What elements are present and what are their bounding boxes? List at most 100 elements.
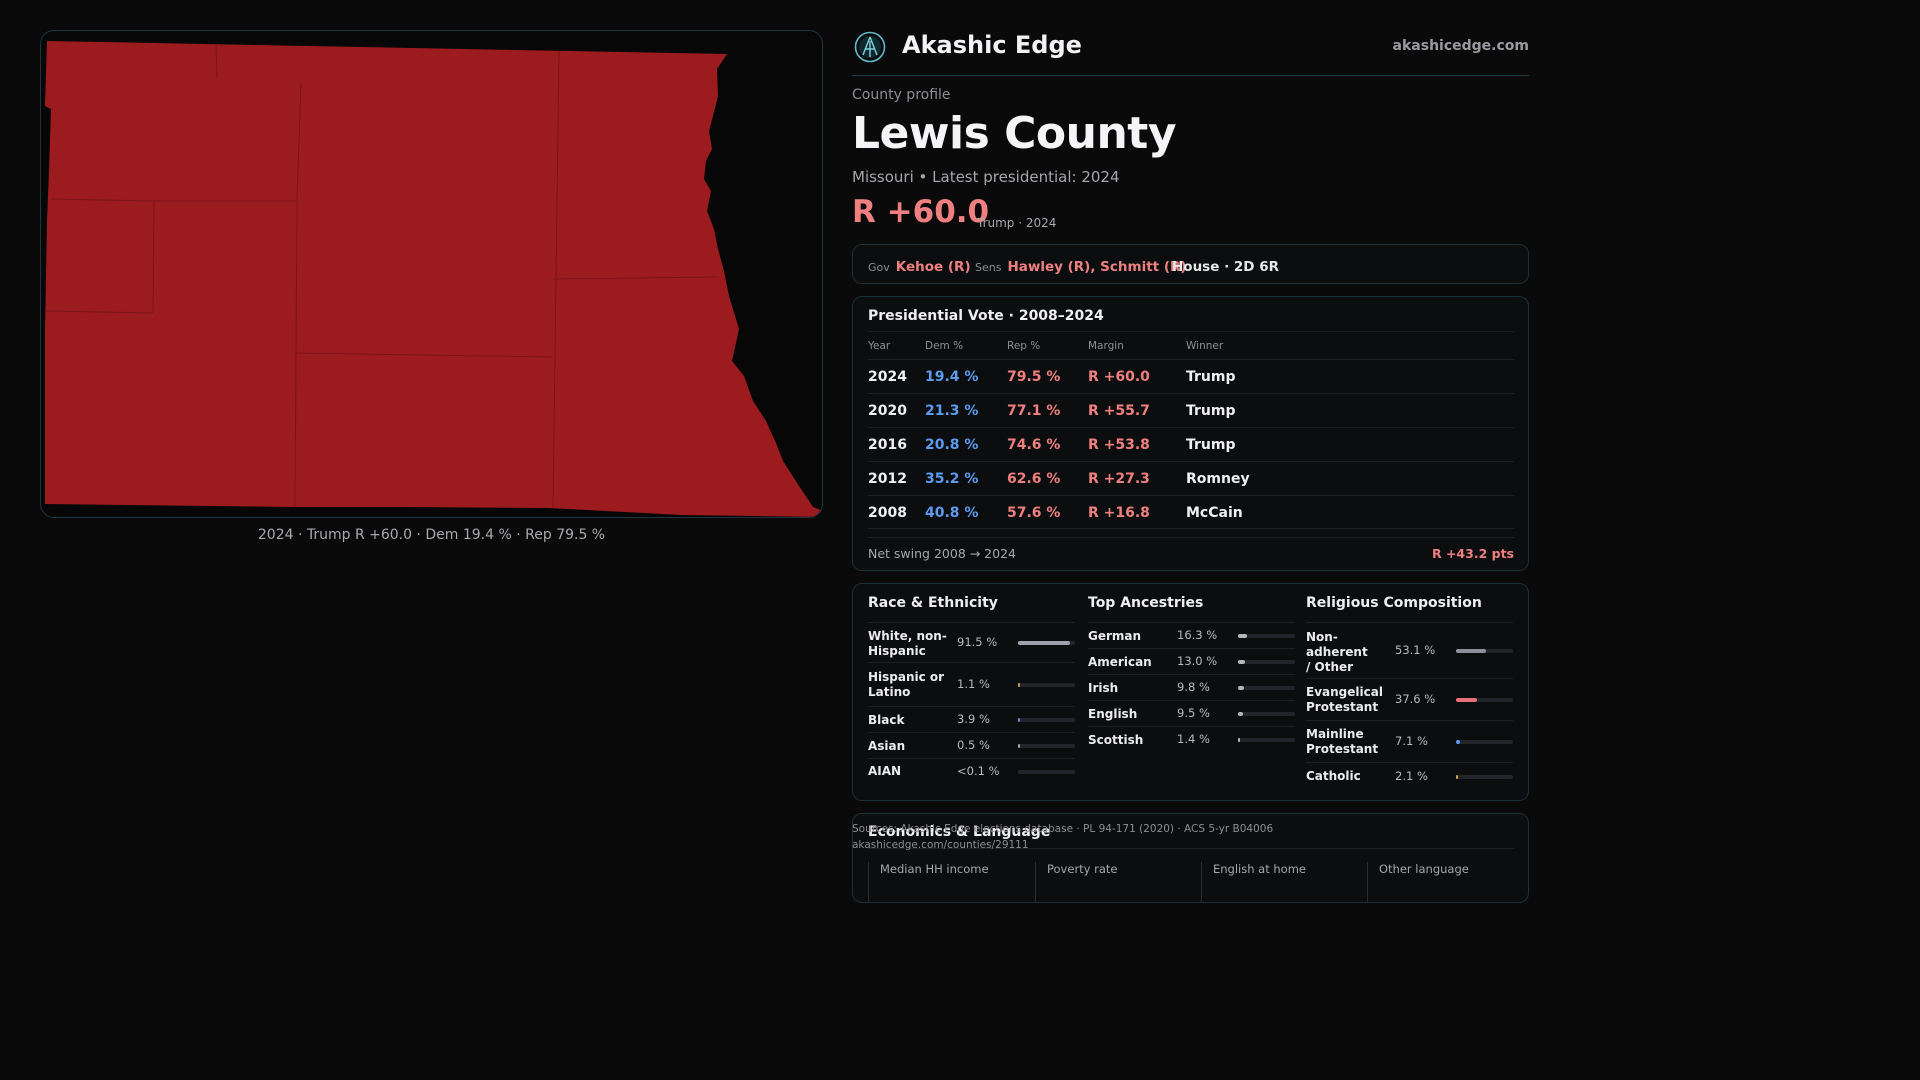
race-bar-track <box>1018 770 1075 774</box>
race-bar-fill <box>1018 641 1071 645</box>
row-dem: 20.8 % <box>925 437 979 453</box>
officials-bar: Gov Kehoe (R) Sens Hawley (R), Schmitt (R)… <box>852 244 1529 284</box>
row-dem: 35.2 % <box>925 471 979 487</box>
ancestry-bar-fill <box>1238 660 1246 664</box>
county-map <box>44 41 823 517</box>
race-bar-track <box>1018 641 1075 645</box>
ancestry-bar-track <box>1238 712 1295 716</box>
religion-bar-fill <box>1456 740 1461 744</box>
race-bar-track <box>1018 744 1075 748</box>
ancestry-row-value: 13.0 % <box>1177 654 1218 668</box>
ancestry-row-label: Irish <box>1088 681 1119 695</box>
table-row: 2016 20.8 % 74.6 % R +53.8 Trump <box>868 427 1514 461</box>
race-bar-track <box>1018 718 1075 722</box>
ancestry-bar-fill <box>1238 738 1240 742</box>
net-swing-value: R +43.2 pts <box>1431 546 1514 561</box>
ancestry-bar-track <box>1238 660 1295 664</box>
econ-other-language: Other language <box>1367 862 1469 902</box>
religion-row: Mainline Protestant 7.1 % <box>1306 720 1513 762</box>
religion-row-value: 7.1 % <box>1395 734 1428 748</box>
religion-row: Evangelical Protestant 37.6 % <box>1306 678 1513 720</box>
map-caption: 2024 · Trump R +60.0 · Dem 19.4 % · Rep … <box>257 527 606 543</box>
brand-url-link[interactable]: akashicedge.com <box>1392 38 1529 54</box>
sources-text: Sources: Akashic Edge elections database… <box>852 823 1274 835</box>
economics-card: Economics & Language Median HH income Po… <box>852 813 1529 903</box>
table-row: 2008 40.8 % 57.6 % R +16.8 McCain <box>868 495 1514 529</box>
ancestry-row-label: English <box>1088 707 1138 721</box>
sens-label: Sens <box>975 261 1002 274</box>
row-rep: 57.6 % <box>1007 505 1061 521</box>
religion-bar-fill <box>1456 775 1458 779</box>
ancestry-row-label: Scottish <box>1088 733 1144 747</box>
header-year: Year <box>868 340 891 352</box>
ancestry-bar-track <box>1238 686 1295 690</box>
table-row: 2024 19.4 % 79.5 % R +60.0 Trump <box>868 359 1514 393</box>
net-swing: Net swing 2008 → 2024 R +43.2 pts <box>868 537 1514 571</box>
race-row: Hispanic or Latino 1.1 % <box>868 662 1075 706</box>
ancestry-row: Scottish 1.4 % <box>1088 726 1295 752</box>
header-dem: Dem % <box>925 340 964 352</box>
ancestry-row-label: German <box>1088 629 1142 643</box>
ancestry-row-value: 1.4 % <box>1177 732 1210 746</box>
race-row: Asian 0.5 % <box>868 732 1075 758</box>
headline-winner: Trump · 2024 <box>977 216 1057 230</box>
row-winner: Romney <box>1186 471 1250 487</box>
profile-eyebrow: County profile <box>852 87 951 103</box>
house-delegation: House · 2D 6R <box>1172 256 1279 275</box>
row-year: 2024 <box>868 369 907 385</box>
row-winner: Trump <box>1186 369 1236 385</box>
akashic-emblem-icon[interactable] <box>854 31 886 63</box>
religion-bar-fill <box>1456 698 1478 702</box>
sources-footnote: Sources: Akashic Edge elections database… <box>852 821 1273 853</box>
econ-english-home: English at home <box>1201 862 1306 902</box>
ancestry-row: American 13.0 % <box>1088 648 1295 674</box>
divider <box>868 848 1514 849</box>
religion-bar-fill <box>1456 649 1487 653</box>
sources-link[interactable]: akashicedge.com/counties/29111 <box>852 839 1029 851</box>
state-subline: Missouri • Latest presidential: 2024 <box>852 168 1120 186</box>
row-margin: R +53.8 <box>1088 437 1150 453</box>
religion-row-label: Catholic <box>1306 769 1361 783</box>
religion-bar-track <box>1456 698 1513 702</box>
ancestry-bar-fill <box>1238 686 1244 690</box>
race-row: AIAN <0.1 % <box>868 758 1075 784</box>
race-row-value: 0.5 % <box>957 738 990 752</box>
ancestry-bar-track <box>1238 634 1295 638</box>
religion-bar-track <box>1456 740 1513 744</box>
row-dem: 19.4 % <box>925 369 979 385</box>
race-bar-track <box>1018 683 1075 687</box>
row-year: 2020 <box>868 403 907 419</box>
row-margin: R +16.8 <box>1088 505 1150 521</box>
ancestry-bar-track <box>1238 738 1295 742</box>
header-rep: Rep % <box>1007 340 1041 352</box>
religion-row-label: Mainline Protestant <box>1306 727 1379 756</box>
sens-value: Hawley (R), Schmitt (R) <box>1007 259 1187 275</box>
race-row-label: Hispanic or Latino <box>868 670 945 699</box>
page-title: Lewis County <box>852 108 1177 159</box>
religion-title: Religious Composition <box>1306 595 1482 611</box>
ancestry-row-value: 9.8 % <box>1177 680 1210 694</box>
religion-row-label: Evangelical Protestant <box>1306 685 1383 714</box>
religion-bar-track <box>1456 775 1513 779</box>
ancestry-bar-fill <box>1238 634 1248 638</box>
row-year: 2012 <box>868 471 907 487</box>
religion-row-value: 2.1 % <box>1395 769 1428 783</box>
row-margin: R +55.7 <box>1088 403 1150 419</box>
religion-row-value: 53.1 % <box>1395 643 1436 657</box>
religion-row-value: 37.6 % <box>1395 692 1436 706</box>
race-bar-fill <box>1018 683 1020 687</box>
race-row-value: <0.1 % <box>957 764 1000 778</box>
brand-name[interactable]: Akashic Edge <box>902 31 1082 59</box>
county-shape[interactable] <box>45 41 823 517</box>
net-swing-label: Net swing 2008 → 2024 <box>868 546 1016 561</box>
religion-row: Catholic 2.1 % <box>1306 762 1513 790</box>
race-row: White, non-Hispanic 91.5 % <box>868 622 1075 662</box>
row-rep: 79.5 % <box>1007 369 1061 385</box>
table-row: 2020 21.3 % 77.1 % R +55.7 Trump <box>868 393 1514 427</box>
row-rep: 74.6 % <box>1007 437 1061 453</box>
ancestry-row: German 16.3 % <box>1088 622 1295 648</box>
results-title: Presidential Vote · 2008–2024 <box>868 308 1104 324</box>
gov-value: Kehoe (R) <box>895 259 971 275</box>
row-rep: 77.1 % <box>1007 403 1061 419</box>
race-title: Race & Ethnicity <box>868 595 998 611</box>
